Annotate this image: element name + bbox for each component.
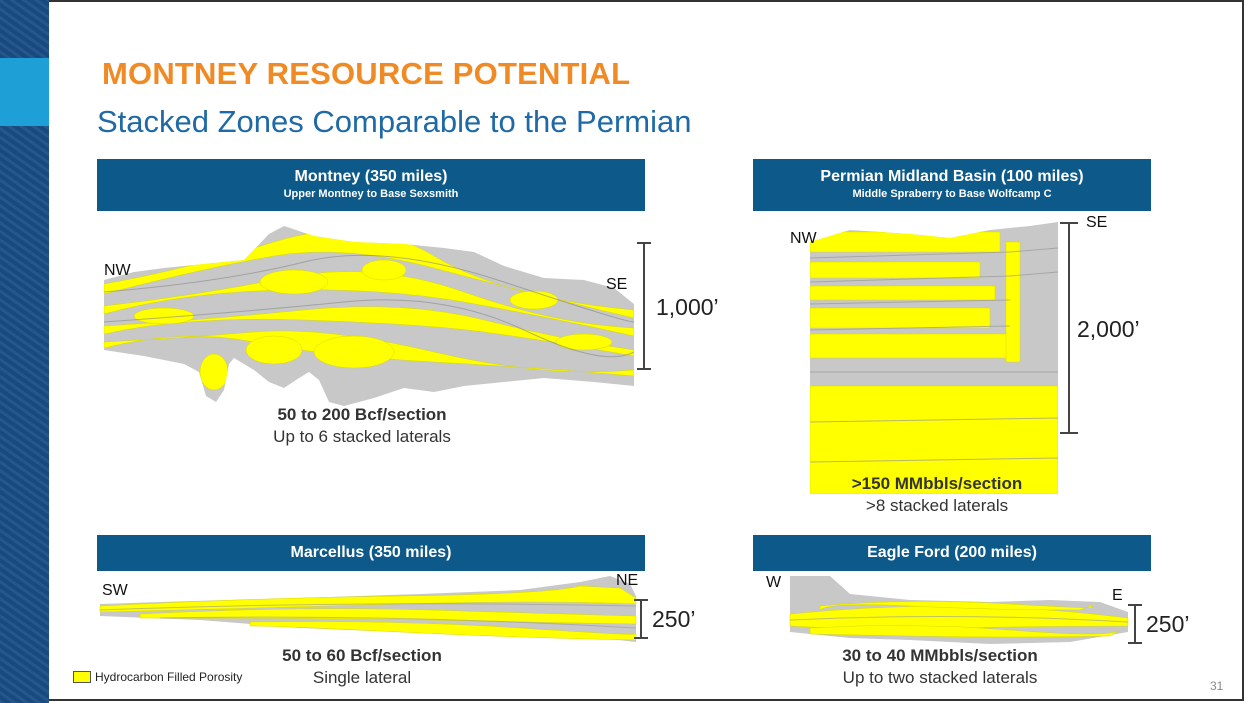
eagle-ford-right-direction: E <box>1112 587 1123 604</box>
permian-scale-label: 2,000’ <box>1077 316 1140 342</box>
montney-right-direction: SE <box>606 276 628 293</box>
legend-label: Hydrocarbon Filled Porosity <box>95 670 243 684</box>
slide-title: MONTNEY RESOURCE POTENTIAL <box>102 56 631 91</box>
permian-right-direction: SE <box>1086 214 1108 231</box>
marcellus-header: Marcellus (350 miles) <box>97 535 645 571</box>
permian-cross-section <box>809 222 1059 494</box>
montney-stat-bold: 50 to 200 Bcf/section <box>277 405 447 424</box>
montney-scale-label: 1,000’ <box>656 294 719 320</box>
eagle-ford-scale-label: 250’ <box>1146 611 1190 637</box>
marcellus-title: Marcellus (350 miles) <box>290 544 452 561</box>
marcellus-stat-bold: 50 to 60 Bcf/section <box>282 646 442 665</box>
sidebar-accent <box>0 0 49 703</box>
page-number: 31 <box>1210 679 1224 693</box>
permian-scale-bar <box>1060 222 1078 434</box>
legend-swatch <box>73 671 91 683</box>
marcellus-cross-section <box>99 576 637 642</box>
legend: Hydrocarbon Filled Porosity <box>73 670 242 684</box>
sidebar-highlight <box>0 58 49 126</box>
permian-stat-text: >8 stacked laterals <box>865 496 1009 515</box>
eagle-ford-left-direction: W <box>766 574 782 591</box>
permian-stats: >150 MMbbls/section >8 stacked laterals <box>787 473 1087 517</box>
montney-stats: 50 to 200 Bcf/section Up to 6 stacked la… <box>212 404 512 448</box>
marcellus-stats: 50 to 60 Bcf/section Single lateral <box>212 645 512 689</box>
slide-subtitle: Stacked Zones Comparable to the Permian <box>97 104 692 139</box>
eagle-ford-scale-bar <box>1128 604 1142 644</box>
montney-scale-bar <box>637 242 651 370</box>
permian-stat-bold: >150 MMbbls/section <box>851 474 1023 493</box>
marcellus-left-direction: SW <box>102 582 128 599</box>
eagle-ford-title: Eagle Ford (200 miles) <box>867 544 1037 561</box>
marcellus-scale-bar <box>634 599 648 639</box>
eagle-ford-stat-text: Up to two stacked laterals <box>842 668 1038 687</box>
permian-subtitle: Middle Spraberry to Base Wolfcamp C <box>852 188 1052 200</box>
eagle-ford-header: Eagle Ford (200 miles) <box>753 535 1151 571</box>
permian-title: Permian Midland Basin (100 miles) <box>820 168 1084 185</box>
eagle-ford-stat-bold: 30 to 40 MMbbls/section <box>842 646 1038 665</box>
montney-left-direction: NW <box>104 262 131 279</box>
eagle-ford-stats: 30 to 40 MMbbls/section Up to two stacke… <box>790 645 1090 689</box>
marcellus-stat-text: Single lateral <box>312 668 412 687</box>
montney-header: Montney (350 miles) Upper Montney to Bas… <box>97 159 645 211</box>
montney-subtitle: Upper Montney to Base Sexsmith <box>283 188 459 200</box>
marcellus-right-direction: NE <box>616 572 639 589</box>
montney-cross-section <box>103 226 635 406</box>
permian-header: Permian Midland Basin (100 miles) Middle… <box>753 159 1151 211</box>
montney-title: Montney (350 miles) <box>294 168 448 185</box>
eagle-ford-cross-section <box>789 576 1129 644</box>
permian-left-direction: NW <box>790 230 817 247</box>
montney-stat-text: Up to 6 stacked laterals <box>273 427 451 446</box>
marcellus-scale-label: 250’ <box>652 606 696 632</box>
